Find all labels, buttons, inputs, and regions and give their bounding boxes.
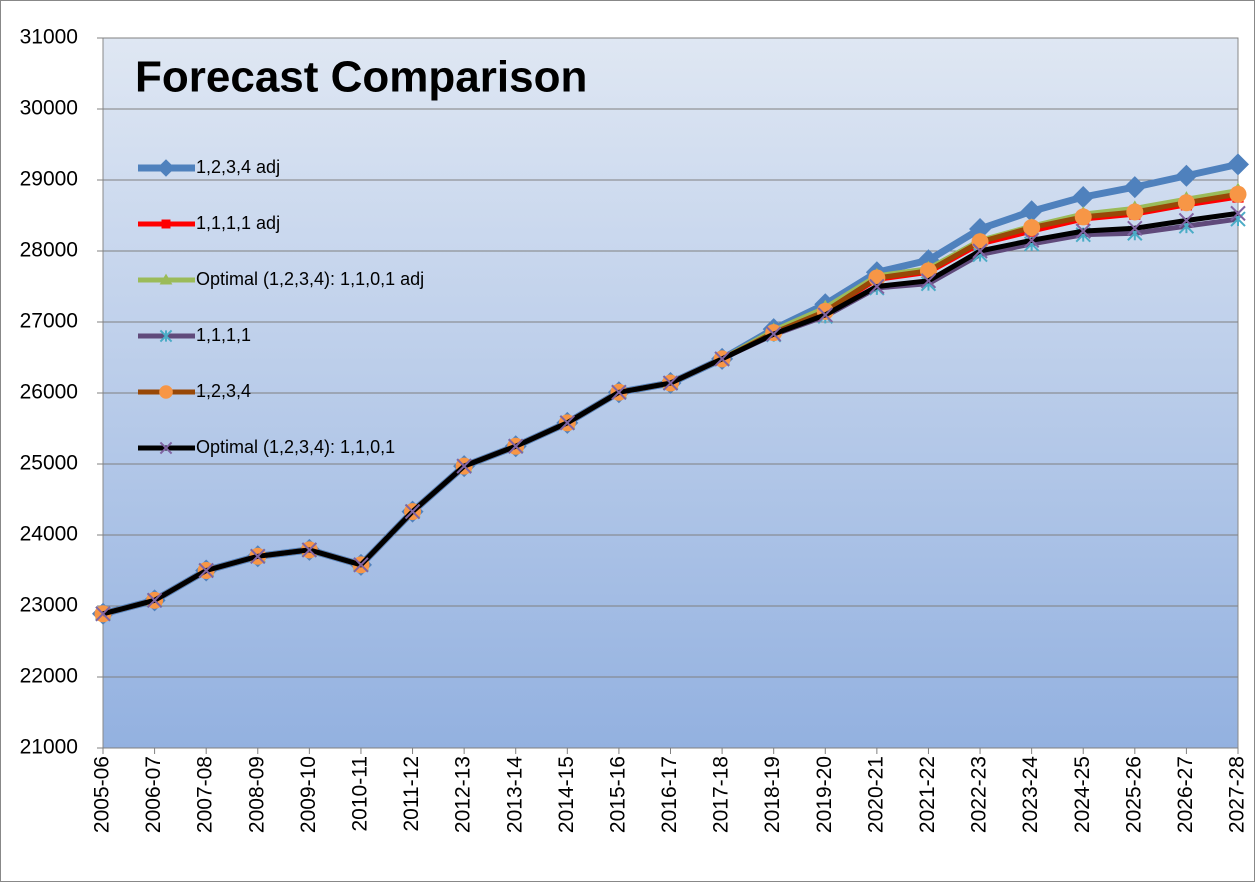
marker xyxy=(1023,219,1041,237)
marker xyxy=(765,326,782,342)
x-tick-label: 2017-18 xyxy=(710,756,733,833)
y-tick-label: 27000 xyxy=(20,310,78,333)
marker xyxy=(1023,232,1040,249)
marker xyxy=(559,415,576,431)
marker xyxy=(662,375,679,391)
y-tick-label: 26000 xyxy=(20,381,78,404)
legend-item: Optimal (1,2,3,4): 1,1,0,1 xyxy=(138,437,395,457)
marker xyxy=(250,548,266,565)
marker xyxy=(146,592,163,609)
marker xyxy=(1126,203,1144,221)
x-tick-label: 2014-15 xyxy=(555,756,578,833)
marker xyxy=(817,307,833,323)
marker xyxy=(1127,220,1143,236)
x-tick-label: 2019-20 xyxy=(813,756,836,833)
y-tick-label: 24000 xyxy=(20,523,78,546)
marker xyxy=(456,458,472,474)
marker xyxy=(611,384,627,400)
y-tick-label: 21000 xyxy=(20,736,78,759)
y-tick-label: 28000 xyxy=(20,239,78,262)
legend-item: 1,2,3,4 adj xyxy=(138,157,280,177)
y-tick-label: 22000 xyxy=(20,665,78,688)
marker xyxy=(1177,194,1195,212)
marker xyxy=(972,243,988,259)
x-tick-label: 2005-06 xyxy=(91,756,114,833)
chart-title: Forecast Comparison xyxy=(135,53,587,102)
marker xyxy=(1072,186,1095,209)
marker xyxy=(869,278,885,295)
marker xyxy=(508,438,524,454)
marker xyxy=(714,351,730,367)
marker xyxy=(1123,176,1146,199)
x-tick-label: 2008-09 xyxy=(245,756,268,833)
x-tick-label: 2026-27 xyxy=(1174,756,1197,833)
marker xyxy=(1229,185,1247,203)
x-tick-label: 2010-11 xyxy=(349,756,372,832)
marker xyxy=(159,273,173,285)
marker xyxy=(1227,153,1249,176)
x-tick-label: 2011-12 xyxy=(400,756,423,832)
x-tick-label: 2009-10 xyxy=(297,756,320,833)
marker xyxy=(159,329,173,343)
marker xyxy=(353,557,369,573)
marker xyxy=(404,503,421,520)
marker xyxy=(1175,164,1198,187)
grid: 21000 22000 23000 24000 25000 26000 27000 28000… xyxy=(20,26,1249,834)
x-tick-label: 2024-25 xyxy=(1071,756,1094,833)
legend: 1,2,3,4 adj 1,1,1,1 adj Optimal (1,2,3,4):… xyxy=(138,157,424,457)
marker xyxy=(1075,223,1091,239)
x-tick-label: 2013-14 xyxy=(503,756,526,833)
marker xyxy=(301,542,318,558)
legend-label: 1,1,1,1 adj xyxy=(196,213,280,233)
legend-item: 1,1,1,1 xyxy=(138,325,251,345)
legend-item: 1,2,3,4 xyxy=(138,381,251,401)
marker xyxy=(157,159,175,177)
marker xyxy=(1074,208,1092,226)
x-tick-label: 2016-17 xyxy=(658,756,681,833)
legend-item: 1,1,1,1 adj xyxy=(138,213,280,233)
legend-label: Optimal (1,2,3,4): 1,1,0,1 adj xyxy=(196,269,424,289)
y-tick-label: 30000 xyxy=(20,97,78,120)
y-tick-label: 29000 xyxy=(20,168,78,191)
legend-label: 1,1,1,1 xyxy=(196,325,251,345)
x-tick-label: 2018-19 xyxy=(761,756,784,833)
marker xyxy=(919,262,937,280)
x-tick-label: 2022-23 xyxy=(968,756,991,833)
series xyxy=(95,205,1246,622)
marker xyxy=(95,606,111,622)
x-tick-label: 2015-16 xyxy=(606,756,629,833)
marker xyxy=(161,219,171,229)
y-tick-label: 23000 xyxy=(20,594,78,617)
legend-label: Optimal (1,2,3,4): 1,1,0,1 xyxy=(196,437,395,457)
marker xyxy=(159,441,173,455)
x-tick-label: 2021-22 xyxy=(916,756,939,833)
legend-item: Optimal (1,2,3,4): 1,1,0,1 adj xyxy=(138,269,424,289)
x-tick-label: 2027-28 xyxy=(1226,756,1249,833)
y-tick-label: 31000 xyxy=(20,26,78,49)
marker xyxy=(1178,212,1195,229)
y-tick-label: 25000 xyxy=(20,452,78,475)
legend-label: 1,2,3,4 xyxy=(196,381,251,401)
marker xyxy=(159,385,173,399)
marker xyxy=(920,273,937,289)
x-tick-label: 2025-26 xyxy=(1122,756,1145,833)
x-tick-label: 2012-13 xyxy=(452,756,475,833)
x-tick-label: 2023-24 xyxy=(1019,756,1042,833)
marker xyxy=(969,217,992,240)
x-tick-label: 2007-08 xyxy=(194,756,217,833)
x-tick-label: 2006-07 xyxy=(142,756,165,833)
legend-label: 1,2,3,4 adj xyxy=(196,157,280,177)
series-layer xyxy=(92,153,1249,625)
x-tick-label: 2020-21 xyxy=(864,756,887,833)
marker xyxy=(1230,205,1246,222)
marker xyxy=(1020,200,1043,223)
marker xyxy=(198,562,214,579)
